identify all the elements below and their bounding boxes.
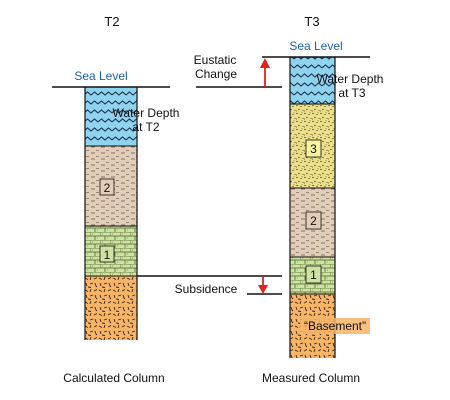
layer-1-label-right: 1: [310, 268, 317, 282]
layer-2-label-left: 2: [104, 181, 111, 195]
calculated-column: [84, 87, 138, 340]
calculated-column-caption: Calculated Column: [63, 371, 164, 385]
sea-level-label-left: Sea Level: [74, 69, 127, 83]
measured-column-caption: Measured Column: [262, 371, 360, 385]
water-depth-label-right-line1: Water Depth: [317, 72, 384, 86]
water-layer: [290, 57, 335, 104]
subsidence-label: Subsidence: [175, 282, 238, 296]
basement-label-bg: [300, 318, 370, 334]
measured-column: [289, 57, 336, 358]
basement-label: “Basement”: [304, 319, 366, 333]
water-depth-label-left-line2: at T2: [132, 120, 159, 134]
layer-2-label-box-right: [305, 211, 322, 230]
eustatic-label-line2: Change: [195, 67, 237, 81]
layer-2-label-right: 2: [310, 214, 317, 228]
eustatic-label-line1: Eustatic: [194, 53, 237, 67]
subsidence-arrow-head-icon: [258, 285, 268, 294]
layer-2-label-box-left: [99, 178, 115, 196]
water-depth-label-left-line1: Water Depth: [113, 106, 180, 120]
sea-level-label-right: Sea Level: [289, 39, 342, 53]
water-depth-label-right-line2: at T3: [338, 86, 365, 100]
layer-1-label-box-right: [305, 265, 322, 284]
water-layer: [85, 87, 137, 146]
basement-layer: [85, 276, 137, 340]
layer-1-label-box-left: [99, 245, 115, 263]
eustatic-arrow-head-icon: [260, 58, 270, 68]
layer-3-label-right: 3: [310, 142, 317, 156]
layer-1-label-left: 1: [104, 248, 111, 262]
layer-3-label-box-right: [305, 139, 322, 158]
header-t3: T3: [304, 14, 319, 29]
header-t2: T2: [104, 14, 119, 29]
